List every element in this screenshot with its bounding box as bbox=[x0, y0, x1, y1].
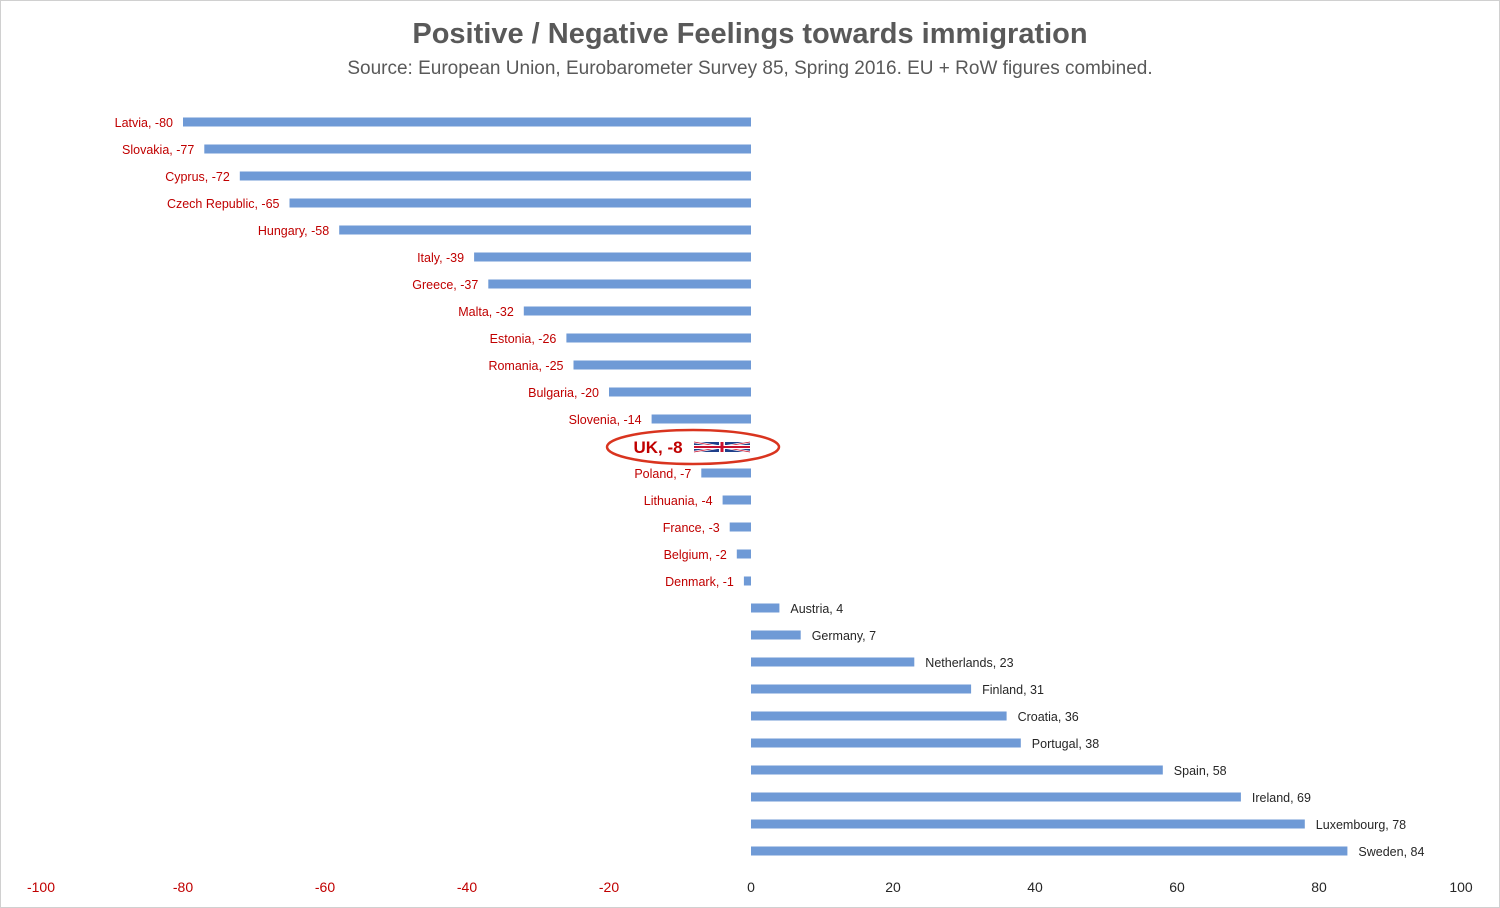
x-tick-label: -20 bbox=[599, 879, 619, 895]
bar bbox=[474, 252, 751, 262]
x-tick-label: -60 bbox=[315, 879, 335, 895]
bar-label: Czech Republic, -65 bbox=[167, 197, 280, 211]
x-tick-label: 60 bbox=[1169, 879, 1185, 895]
bar-label: Spain, 58 bbox=[1174, 764, 1227, 778]
bar bbox=[751, 657, 915, 667]
bar-label: Romania, -25 bbox=[488, 359, 563, 373]
bar bbox=[751, 846, 1348, 856]
bar bbox=[751, 630, 801, 640]
bar-label: Cyprus, -72 bbox=[165, 170, 230, 184]
x-tick-label: -100 bbox=[27, 879, 55, 895]
bar bbox=[743, 576, 751, 586]
bar-label: Netherlands, 23 bbox=[925, 656, 1013, 670]
bar-label: Germany, 7 bbox=[812, 629, 876, 643]
bar-label: Belgium, -2 bbox=[664, 548, 727, 562]
bar bbox=[751, 819, 1305, 829]
bar-label: Hungary, -58 bbox=[258, 224, 329, 238]
bar-label: Greece, -37 bbox=[412, 278, 478, 292]
bar bbox=[751, 603, 780, 613]
x-tick-label: 40 bbox=[1027, 879, 1043, 895]
bar-label: Lithuania, -4 bbox=[644, 494, 713, 508]
bar bbox=[722, 495, 751, 505]
bar-label: Estonia, -26 bbox=[490, 332, 557, 346]
bar-label: Croatia, 36 bbox=[1018, 710, 1079, 724]
bar bbox=[239, 171, 752, 181]
bar-label: Malta, -32 bbox=[458, 305, 514, 319]
bar bbox=[736, 549, 751, 559]
bar bbox=[751, 765, 1163, 775]
bar-label: Sweden, 84 bbox=[1358, 845, 1424, 859]
chart-subtitle: Source: European Union, Eurobarometer Su… bbox=[347, 58, 1153, 79]
bar bbox=[751, 792, 1241, 802]
highlight-ellipse bbox=[605, 428, 781, 466]
bar bbox=[751, 684, 972, 694]
bar-label: Portugal, 38 bbox=[1032, 737, 1099, 751]
x-tick-label: -80 bbox=[173, 879, 193, 895]
bar bbox=[751, 711, 1007, 721]
bar bbox=[566, 333, 751, 343]
bar-label: Luxembourg, 78 bbox=[1316, 818, 1406, 832]
bar-label: Italy, -39 bbox=[417, 251, 464, 265]
bar bbox=[339, 225, 751, 235]
x-tick-label: 20 bbox=[885, 879, 901, 895]
bar bbox=[729, 522, 751, 532]
bar-label: Slovakia, -77 bbox=[122, 143, 194, 157]
bar bbox=[488, 279, 751, 289]
x-tick-label: 80 bbox=[1311, 879, 1327, 895]
bar bbox=[183, 117, 751, 127]
bar-label-uk: UK, -8 bbox=[633, 438, 682, 457]
bar-label: Latvia, -80 bbox=[115, 116, 173, 130]
bar bbox=[573, 360, 751, 370]
bar bbox=[204, 144, 752, 154]
bar bbox=[523, 306, 751, 316]
bar bbox=[651, 414, 751, 424]
bar bbox=[701, 468, 751, 478]
uk-flag-icon bbox=[693, 440, 751, 454]
x-tick-label: 0 bbox=[747, 879, 755, 895]
bar-label: Ireland, 69 bbox=[1252, 791, 1311, 805]
x-tick-label: 100 bbox=[1449, 879, 1473, 895]
chart-title: Positive / Negative Feelings towards imm… bbox=[412, 18, 1088, 50]
bar-label: Austria, 4 bbox=[790, 602, 843, 616]
bar-label: Finland, 31 bbox=[982, 683, 1044, 697]
bar bbox=[289, 198, 751, 208]
bar bbox=[609, 387, 751, 397]
x-tick-label: -40 bbox=[457, 879, 477, 895]
bar-label: France, -3 bbox=[663, 521, 720, 535]
bar-label: Denmark, -1 bbox=[665, 575, 734, 589]
bar bbox=[751, 738, 1021, 748]
bar-label: Slovenia, -14 bbox=[569, 413, 642, 427]
bar-label: Poland, -7 bbox=[634, 467, 691, 481]
bar-label: Bulgaria, -20 bbox=[528, 386, 599, 400]
